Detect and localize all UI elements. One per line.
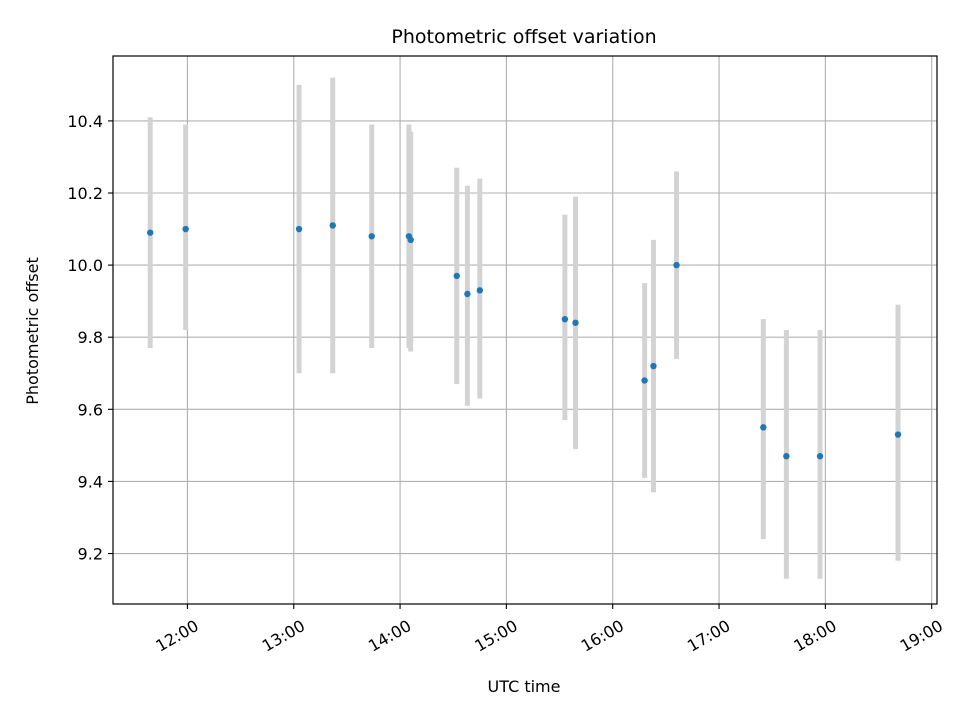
y-tick-label: 10.2 bbox=[67, 184, 103, 203]
y-tick-label: 9.8 bbox=[78, 328, 103, 347]
y-axis-ticks: 9.2 9.4 9.6 9.8 10.0 10.2 10.4 bbox=[67, 112, 113, 564]
data-point bbox=[650, 362, 657, 370]
data-point bbox=[894, 431, 902, 438]
data-point bbox=[147, 229, 154, 236]
data-point bbox=[407, 236, 414, 244]
y-tick-label: 9.4 bbox=[78, 472, 103, 491]
data-point bbox=[572, 319, 579, 326]
data-point bbox=[464, 290, 471, 298]
y-tick-label: 10.4 bbox=[67, 112, 103, 131]
grid bbox=[113, 56, 937, 604]
data-point bbox=[182, 225, 189, 233]
data-point bbox=[295, 225, 303, 233]
chart-title: Photometric offset variation bbox=[391, 26, 656, 48]
data-point bbox=[673, 261, 680, 269]
data-point bbox=[816, 452, 824, 460]
data-point bbox=[641, 377, 648, 384]
data-point bbox=[476, 287, 484, 294]
data-point bbox=[760, 424, 767, 431]
data-point bbox=[783, 452, 790, 460]
data-points bbox=[147, 222, 902, 460]
x-axis-label: UTC time bbox=[488, 677, 561, 696]
data-point bbox=[329, 222, 336, 229]
data-point bbox=[368, 233, 375, 240]
y-tick-label: 9.2 bbox=[78, 545, 103, 564]
data-point bbox=[561, 315, 569, 323]
data-point bbox=[453, 272, 460, 280]
y-tick-label: 9.6 bbox=[78, 400, 103, 419]
y-tick-label: 10.0 bbox=[67, 256, 103, 275]
plot-frame bbox=[112, 55, 938, 605]
y-axis-label: Photometric offset bbox=[23, 257, 42, 405]
